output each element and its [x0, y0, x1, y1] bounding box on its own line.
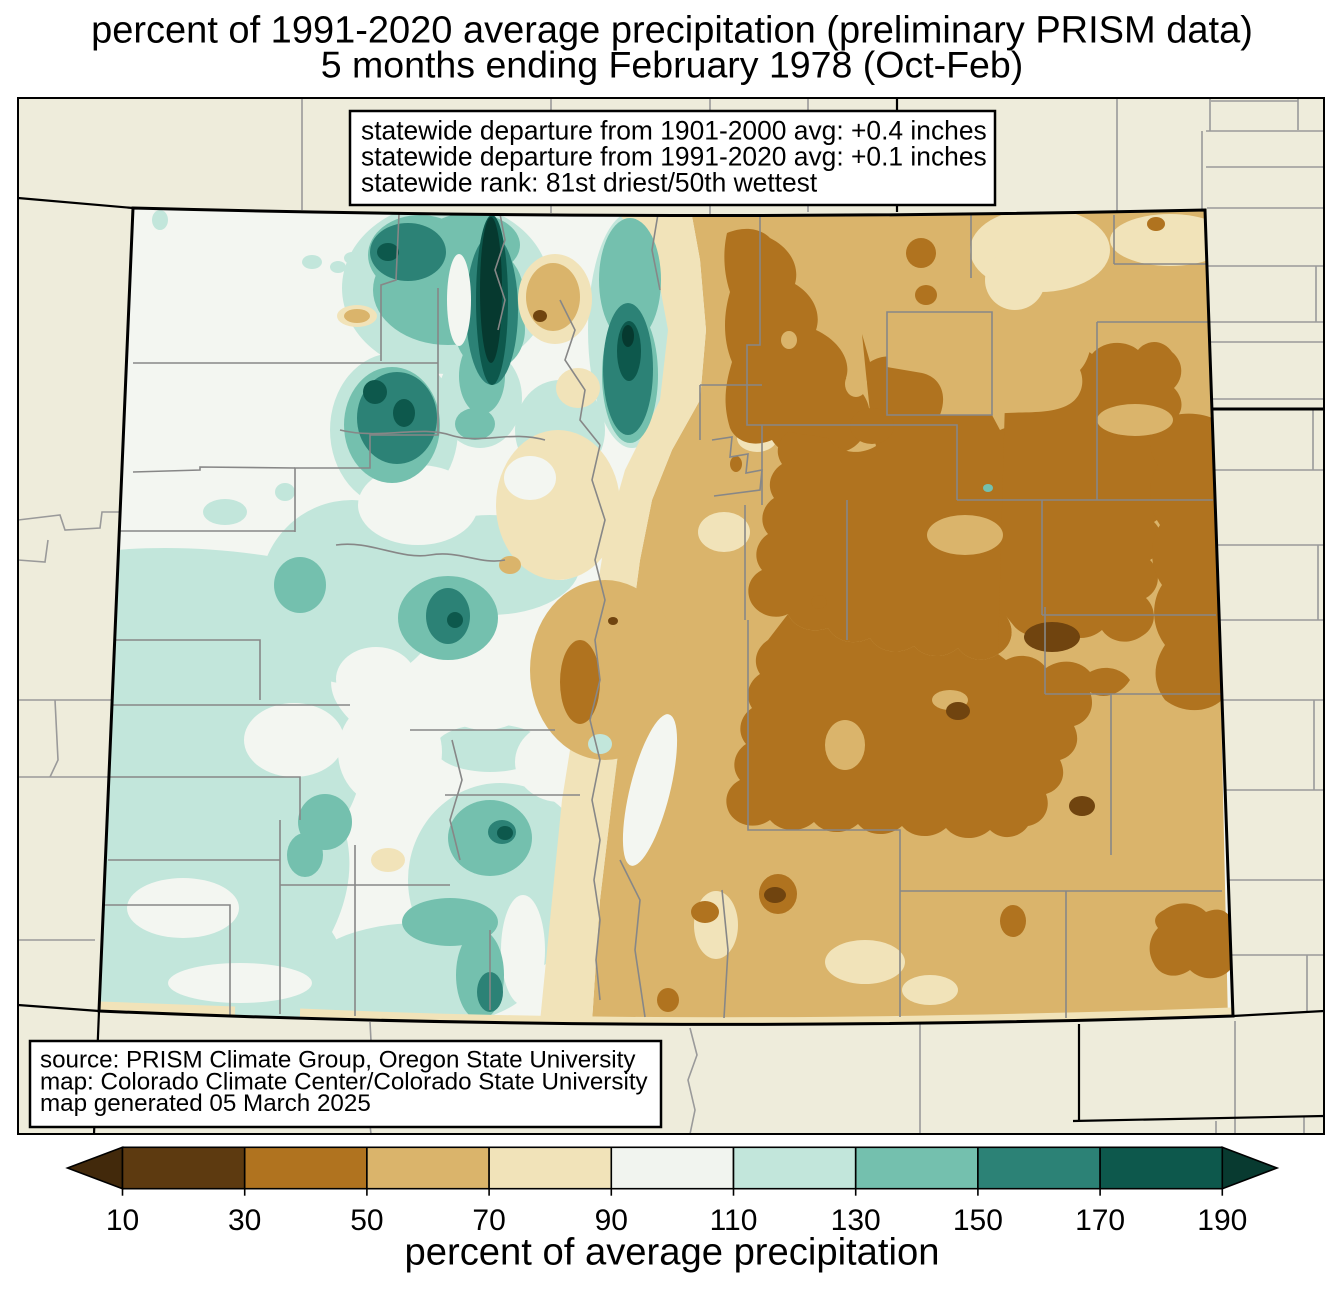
svg-text:10: 10 — [106, 1204, 139, 1237]
svg-text:5 months ending February 1978: 5 months ending February 1978 (Oct-Feb) — [321, 44, 1023, 86]
svg-text:50: 50 — [350, 1204, 383, 1237]
svg-text:30: 30 — [228, 1204, 261, 1237]
svg-text:percent of average precipitati: percent of average precipitation — [405, 1231, 940, 1274]
svg-text:statewide departure from 1991-: statewide departure from 1991-2020 avg: … — [361, 141, 987, 171]
svg-text:source: PRISM Climate Group, O: source: PRISM Climate Group, Oregon Stat… — [40, 1047, 636, 1074]
svg-text:90: 90 — [595, 1204, 628, 1237]
svg-text:map generated 05 March 2025: map generated 05 March 2025 — [40, 1090, 371, 1117]
svg-text:170: 170 — [1075, 1204, 1125, 1237]
svg-text:percent of 1991-2020 average p: percent of 1991-2020 average precipitati… — [91, 10, 1253, 52]
svg-text:110: 110 — [710, 1204, 758, 1237]
svg-text:130: 130 — [831, 1204, 881, 1237]
svg-text:map: Colorado Climate Center/C: map: Colorado Climate Center/Colorado St… — [40, 1068, 649, 1095]
svg-text:statewide departure from 1901-: statewide departure from 1901-2000 avg: … — [361, 115, 987, 145]
svg-text:statewide rank: 81st driest/50: statewide rank: 81st driest/50th wettest — [361, 168, 818, 198]
svg-text:190: 190 — [1197, 1204, 1247, 1237]
svg-text:70: 70 — [472, 1204, 505, 1237]
svg-text:150: 150 — [953, 1204, 1003, 1237]
